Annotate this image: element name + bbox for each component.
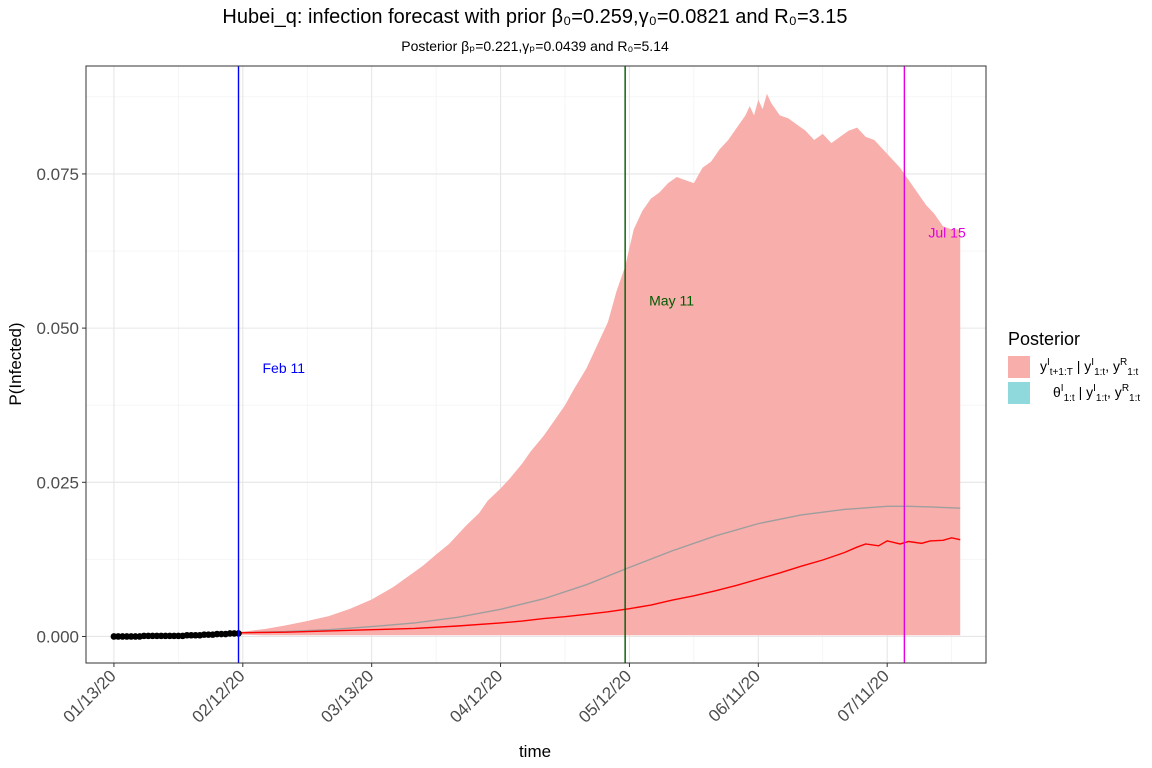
x-tick-label: 04/12/20 [446, 666, 506, 726]
legend-label: θI1:t | yI1:t, yR1:t [1053, 383, 1140, 404]
vline-label: May 11 [649, 292, 694, 308]
y-tick-label: 0.025 [36, 473, 79, 492]
legend-key-posterior [1008, 382, 1030, 404]
legend-key-forecast [1008, 356, 1030, 378]
chart-subtitle: Posterior βₚ=0.221,γₚ=0.0439 and R₀=5.14 [401, 38, 669, 54]
x-axis-label: time [519, 742, 551, 761]
x-tick-label: 05/12/20 [575, 666, 635, 726]
forecast-band [238, 93, 961, 636]
x-tick-label: 06/11/20 [705, 666, 764, 725]
legend: Posterior yIt+1:T | yI1:t, yR1:t θI1:t | y… [1008, 329, 1140, 404]
legend-label: yIt+1:T | yI1:t, yR1:t [1040, 357, 1139, 378]
y-tick-label: 0.075 [36, 165, 79, 184]
vline-label: Jul 15 [928, 225, 966, 241]
x-tick-label: 02/12/20 [188, 666, 248, 726]
y-axis-label: P(Infected) [6, 322, 25, 405]
x-tick-label: 01/13/20 [60, 666, 120, 726]
legend-title: Posterior [1008, 329, 1080, 349]
x-tick-label: 07/11/20 [834, 666, 893, 725]
y-tick-label: 0.000 [36, 627, 79, 646]
plot-border [85, 65, 987, 664]
vline-label: Feb 11 [263, 360, 306, 376]
y-tick-label: 0.050 [36, 319, 79, 338]
chart-title: Hubei_q: infection forecast with prior β… [222, 6, 847, 28]
series-line-2 [238, 505, 961, 634]
x-tick-label: 03/13/20 [317, 666, 377, 726]
